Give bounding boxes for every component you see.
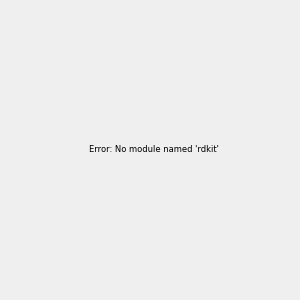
Text: Error: No module named 'rdkit': Error: No module named 'rdkit' <box>89 145 219 154</box>
